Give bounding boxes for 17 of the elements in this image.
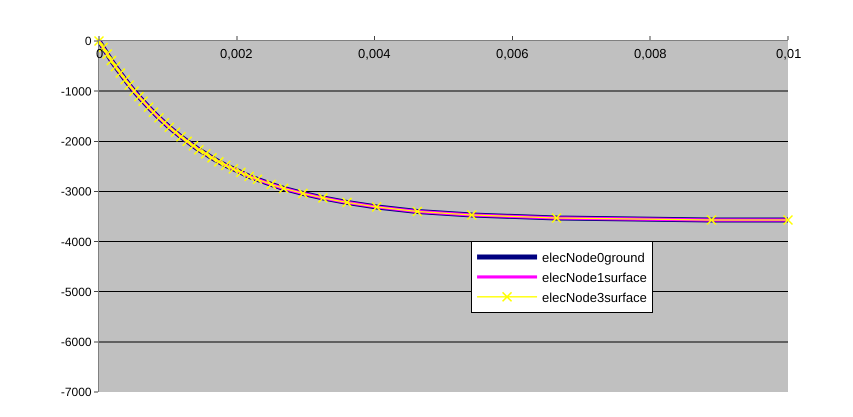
y-tick-label: -6000 <box>60 335 92 350</box>
y-tick-label: -1000 <box>60 84 92 98</box>
x-tick-label: 0,006 <box>496 46 529 61</box>
y-tick-label: -7000 <box>60 385 92 400</box>
y-tick-label: -5000 <box>60 284 92 299</box>
x-tick-label: 0,01 <box>776 46 802 61</box>
legend-label: elecNode0ground <box>542 250 645 266</box>
x-tick-label: 0,008 <box>634 46 667 61</box>
legend-label: elecNode3surface <box>542 290 647 305</box>
y-tick-label: 0 <box>84 34 92 48</box>
y-tick-label: -3000 <box>60 184 92 199</box>
x-tick-label: 0 <box>96 46 104 61</box>
y-tick-label: -4000 <box>60 234 92 249</box>
legend-label: elecNode1surface <box>542 270 647 285</box>
y-tick-label: -2000 <box>60 134 92 148</box>
x-tick-label: 0,002 <box>220 46 253 61</box>
x-tick-label: 0,004 <box>358 46 391 61</box>
